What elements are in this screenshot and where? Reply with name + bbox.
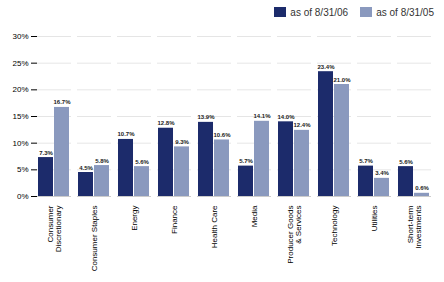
svg-text:Media: Media (250, 205, 259, 227)
svg-text:Short-termInvestments: Short-termInvestments (406, 205, 423, 248)
svg-text:13.9%: 13.9% (197, 114, 215, 120)
svg-text:5%: 5% (17, 165, 29, 174)
svg-text:14.1%: 14.1% (253, 113, 271, 119)
svg-text:5.6%: 5.6% (399, 159, 413, 165)
svg-text:Technology: Technology (330, 206, 339, 246)
svg-text:14.0%: 14.0% (277, 114, 295, 120)
svg-text:5.7%: 5.7% (239, 158, 253, 164)
svg-text:0.6%: 0.6% (415, 185, 429, 191)
svg-text:Producer Goods& Services: Producer Goods& Services (286, 206, 303, 264)
svg-text:9.3%: 9.3% (175, 139, 189, 145)
svg-text:25%: 25% (12, 59, 28, 68)
svg-text:5.8%: 5.8% (95, 158, 109, 164)
svg-text:23.4%: 23.4% (317, 64, 335, 70)
svg-text:Consumer Staples: Consumer Staples (90, 206, 99, 272)
svg-text:21.0%: 21.0% (333, 77, 351, 83)
svg-text:15%: 15% (12, 112, 28, 121)
svg-text:0%: 0% (17, 192, 29, 201)
svg-text:10.7%: 10.7% (117, 131, 135, 137)
svg-text:12.8%: 12.8% (157, 120, 175, 126)
html-text:as of 8/31/05: as of 8/31/05 (376, 6, 434, 18)
svg-text:10%: 10% (12, 139, 28, 148)
svg-text:3.4%: 3.4% (375, 170, 389, 176)
svg-text:5.7%: 5.7% (359, 158, 373, 164)
svg-text:12.4%: 12.4% (293, 122, 311, 128)
svg-text:7.3%: 7.3% (39, 150, 53, 156)
svg-text:5.6%: 5.6% (135, 159, 149, 165)
svg-text:10.6%: 10.6% (213, 132, 231, 138)
svg-text:16.7%: 16.7% (53, 99, 71, 105)
svg-text:Health Care: Health Care (210, 205, 219, 248)
svg-text:ConsumerDiscretionary: ConsumerDiscretionary (46, 205, 63, 252)
svg-text:20%: 20% (12, 85, 28, 94)
html-text:as of 8/31/06: as of 8/31/06 (290, 6, 349, 18)
svg-text:Utilities: Utilities (370, 206, 379, 232)
svg-text:30%: 30% (12, 32, 28, 41)
svg-text:Energy: Energy (130, 206, 139, 231)
svg-text:Finance: Finance (170, 205, 179, 234)
svg-text:4.5%: 4.5% (79, 165, 93, 171)
